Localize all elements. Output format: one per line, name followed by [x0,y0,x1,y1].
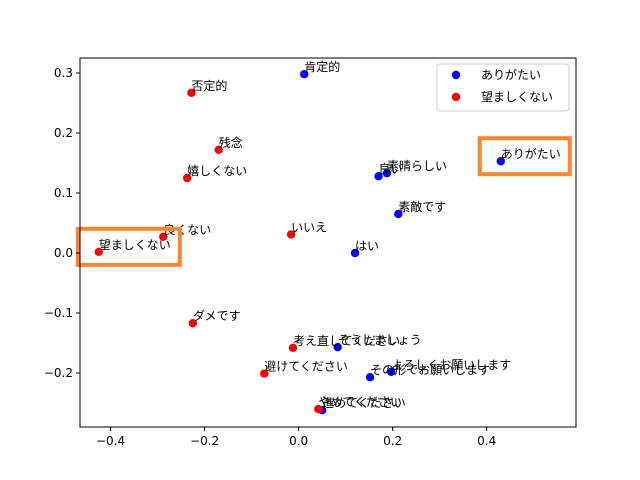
scatter-point [333,343,342,352]
x-tick-label: −0.2 [190,434,219,448]
point-label: その形でお願いします [370,363,490,377]
scatter-point [94,247,104,256]
point-label: 良くない [163,222,211,237]
legend-marker-1 [451,70,461,80]
scatter-point [394,209,403,219]
point-label: 良い [379,161,403,176]
legend-label-2: 望ましくない [481,90,553,104]
y-axis: −0.2 −0.1 0.0 0.1 0.2 0.3 [44,66,80,380]
point-label: いいえ [291,220,327,234]
y-tick-label: 0.2 [54,126,73,140]
point-label: はい [355,239,379,253]
y-tick-label: 0.3 [54,66,73,80]
legend-label-1: ありがたい [481,67,541,82]
point-label: ダメです [193,308,241,323]
point-label: やめてください [318,395,402,409]
legend-marker-2 [451,92,461,102]
highlight-layer [75,136,572,267]
scatter-point [214,145,223,154]
scatter-point [374,172,383,181]
scatter-point [300,70,309,79]
x-tick-label: 0.0 [289,434,308,448]
scatter-point [159,232,168,241]
highlight-box [477,136,572,177]
point-label: 素晴らしい [387,159,447,173]
scatter-point [288,343,298,352]
scatter-point [260,369,269,378]
scatter-point [314,404,323,414]
scatter-point [496,157,505,166]
axes-frame [79,57,577,428]
point-label: そうしましょう [338,333,422,347]
legend: ありがたい 望ましくない [436,63,570,112]
x-tick-label: 0.4 [477,434,496,448]
point-label: 望ましくない [99,238,171,252]
x-axis: −0.4 −0.2 0.0 0.2 0.4 [96,427,496,448]
point-label: 考え直してください [293,334,400,348]
y-tick-label: −0.2 [44,366,73,380]
y-tick-label: 0.1 [54,186,73,200]
scatter-point [365,373,375,382]
labels-layer: ありがたい 肯定的良い素晴らしい素敵ですはいそうしましょうよろしくお願いしますその… [99,59,561,410]
point-label: よろしくお願いします [391,358,511,372]
scatter-point [286,230,296,239]
scatter-point [350,248,360,258]
point-label: 素敵です [398,199,446,214]
scatter-point [182,173,192,183]
x-tick-label: 0.2 [383,434,402,448]
scatter-point [188,319,198,328]
scatter-point [382,169,392,178]
y-tick-label: 0.0 [54,246,73,260]
legend-box [436,63,570,112]
x-tick-label: −0.4 [96,434,125,448]
point-label: 残念 [219,135,243,150]
point-label: ありがたい [501,146,561,161]
scatter-point [187,88,196,98]
point-label: 避けてください [264,360,348,374]
scatter-point [387,367,396,376]
point-label: 進めてください [322,396,406,410]
highlight-box [75,226,182,267]
points-layer [94,70,505,415]
point-label: 嬉しくない [187,164,247,178]
point-label: 否定的 [191,78,227,93]
point-label: 肯定的 [304,59,340,74]
y-tick-label: −0.1 [44,306,73,320]
